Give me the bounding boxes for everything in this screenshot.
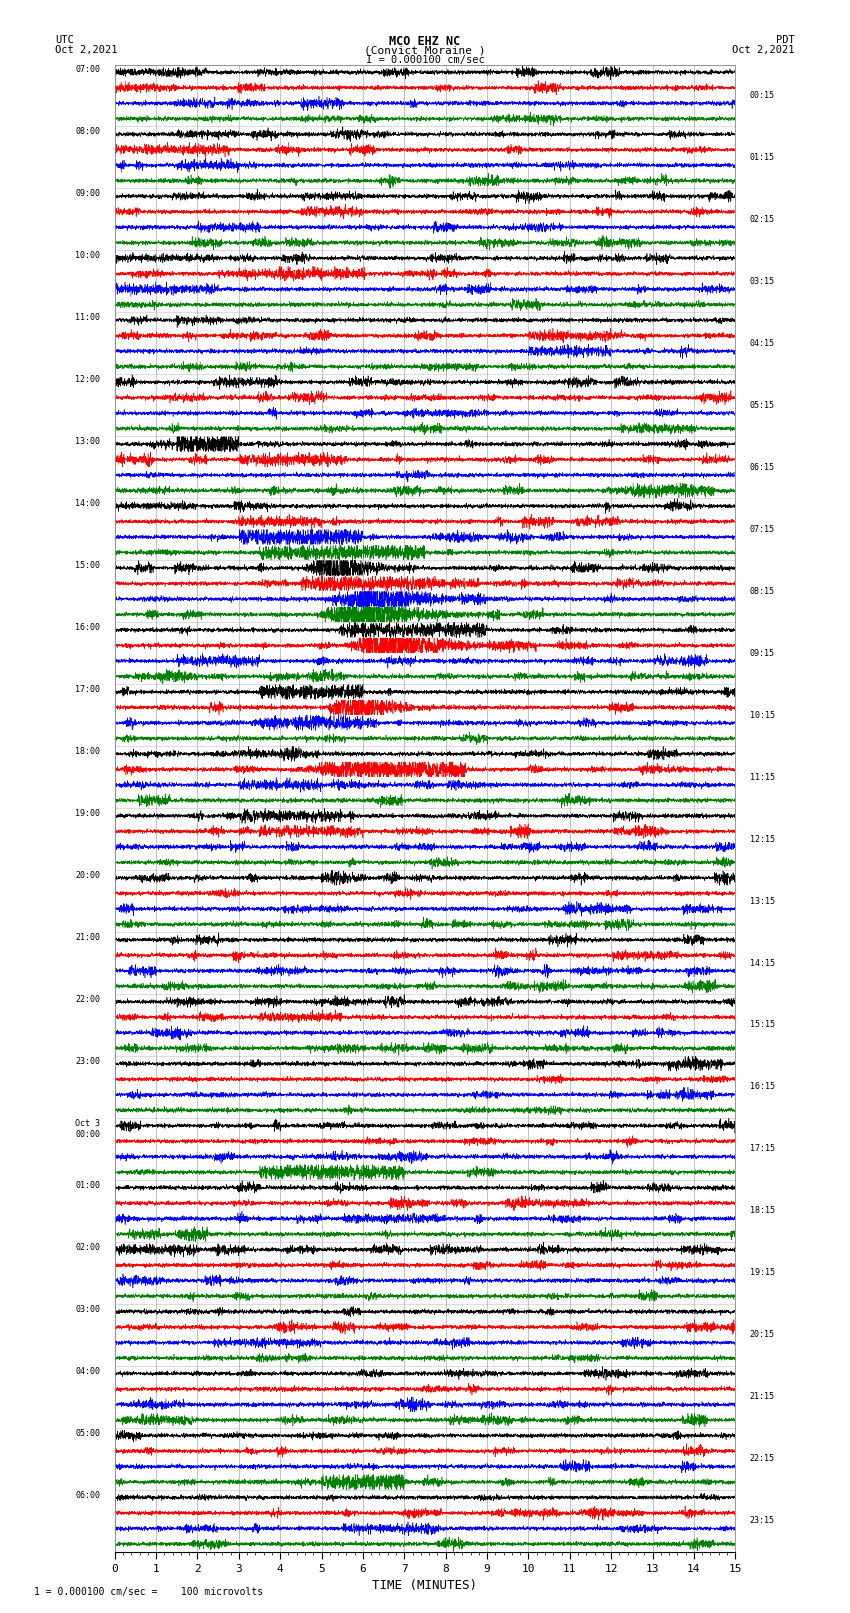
Text: 19:00: 19:00 bbox=[76, 808, 100, 818]
Text: 08:00: 08:00 bbox=[76, 127, 100, 135]
Text: 15:15: 15:15 bbox=[750, 1021, 774, 1029]
Text: I = 0.000100 cm/sec: I = 0.000100 cm/sec bbox=[366, 55, 484, 65]
Text: 17:15: 17:15 bbox=[750, 1145, 774, 1153]
Text: 23:15: 23:15 bbox=[750, 1516, 774, 1526]
Text: 12:00: 12:00 bbox=[76, 376, 100, 384]
Text: 20:00: 20:00 bbox=[76, 871, 100, 879]
Text: 00:15: 00:15 bbox=[750, 90, 774, 100]
Text: 10:00: 10:00 bbox=[76, 252, 100, 260]
Text: 21:15: 21:15 bbox=[750, 1392, 774, 1402]
Text: 09:15: 09:15 bbox=[750, 648, 774, 658]
Text: 13:15: 13:15 bbox=[750, 897, 774, 905]
Text: 02:00: 02:00 bbox=[76, 1242, 100, 1252]
Text: 21:00: 21:00 bbox=[76, 932, 100, 942]
Text: 16:15: 16:15 bbox=[750, 1082, 774, 1092]
Text: (Convict Moraine ): (Convict Moraine ) bbox=[365, 45, 485, 55]
Text: MCO EHZ NC: MCO EHZ NC bbox=[389, 35, 461, 48]
Text: Oct 3: Oct 3 bbox=[76, 1119, 100, 1127]
Text: 20:15: 20:15 bbox=[750, 1331, 774, 1339]
Text: 07:15: 07:15 bbox=[750, 524, 774, 534]
Text: 14:15: 14:15 bbox=[750, 958, 774, 968]
Text: 02:15: 02:15 bbox=[750, 215, 774, 224]
Text: 1 = 0.000100 cm/sec =    100 microvolts: 1 = 0.000100 cm/sec = 100 microvolts bbox=[34, 1587, 264, 1597]
Text: 04:15: 04:15 bbox=[750, 339, 774, 348]
Text: 18:15: 18:15 bbox=[750, 1207, 774, 1215]
Text: 04:00: 04:00 bbox=[76, 1366, 100, 1376]
Text: Oct 2,2021: Oct 2,2021 bbox=[55, 45, 118, 55]
Text: 07:00: 07:00 bbox=[76, 65, 100, 74]
Text: 22:15: 22:15 bbox=[750, 1455, 774, 1463]
Text: 03:15: 03:15 bbox=[750, 277, 774, 286]
Text: 17:00: 17:00 bbox=[76, 686, 100, 694]
Text: 14:00: 14:00 bbox=[76, 498, 100, 508]
Text: 01:15: 01:15 bbox=[750, 153, 774, 161]
Text: 12:15: 12:15 bbox=[750, 834, 774, 844]
Text: 18:00: 18:00 bbox=[76, 747, 100, 756]
Text: 08:15: 08:15 bbox=[750, 587, 774, 595]
Text: 11:15: 11:15 bbox=[750, 773, 774, 782]
Text: Oct 2,2021: Oct 2,2021 bbox=[732, 45, 795, 55]
Text: UTC: UTC bbox=[55, 35, 74, 45]
Text: 00:00: 00:00 bbox=[76, 1129, 100, 1139]
Text: 16:00: 16:00 bbox=[76, 623, 100, 632]
Text: 06:00: 06:00 bbox=[76, 1490, 100, 1500]
Text: 01:00: 01:00 bbox=[76, 1181, 100, 1190]
X-axis label: TIME (MINUTES): TIME (MINUTES) bbox=[372, 1579, 478, 1592]
Text: 22:00: 22:00 bbox=[76, 995, 100, 1003]
Text: PDT: PDT bbox=[776, 35, 795, 45]
Text: 03:00: 03:00 bbox=[76, 1305, 100, 1313]
Text: 23:00: 23:00 bbox=[76, 1057, 100, 1066]
Text: 09:00: 09:00 bbox=[76, 189, 100, 198]
Text: 10:15: 10:15 bbox=[750, 711, 774, 719]
Text: 11:00: 11:00 bbox=[76, 313, 100, 323]
Text: 15:00: 15:00 bbox=[76, 561, 100, 569]
Text: 05:00: 05:00 bbox=[76, 1429, 100, 1437]
Text: 19:15: 19:15 bbox=[750, 1268, 774, 1277]
Text: 05:15: 05:15 bbox=[750, 402, 774, 410]
Text: 13:00: 13:00 bbox=[76, 437, 100, 447]
Text: 06:15: 06:15 bbox=[750, 463, 774, 471]
